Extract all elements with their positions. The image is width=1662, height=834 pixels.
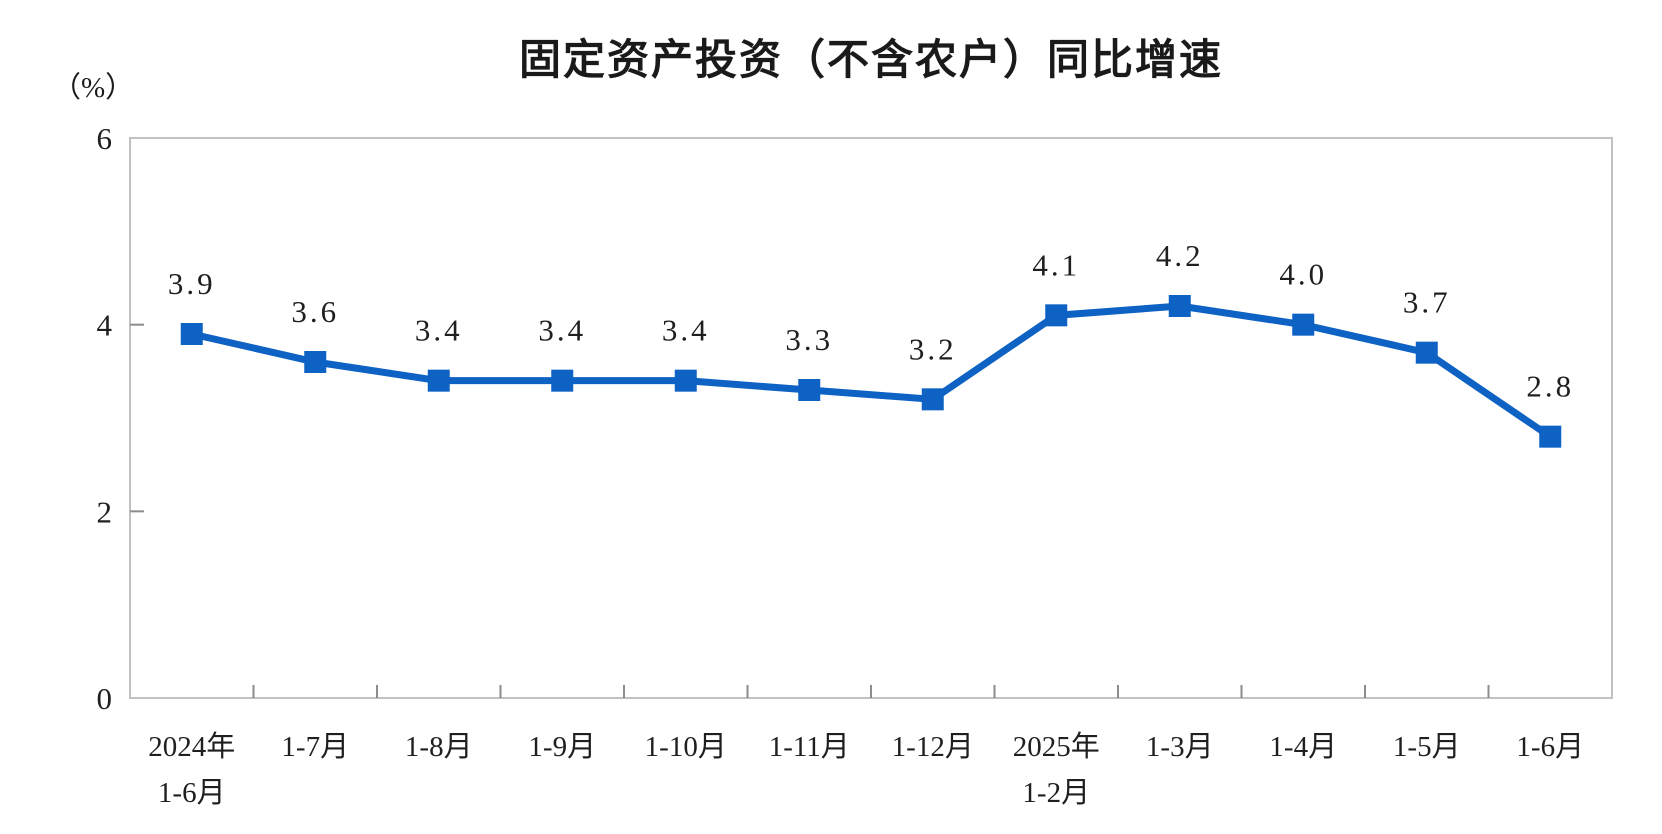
- x-axis-label: 1-9月: [528, 731, 596, 763]
- data-point-label: 3.2: [909, 331, 957, 366]
- data-point-marker: [180, 323, 203, 345]
- plot-area-border: [129, 137, 1613, 699]
- x-axis-label: 1-10月: [645, 731, 727, 763]
- data-point-label: 3.4: [415, 313, 463, 348]
- data-point-label: 4.0: [1279, 257, 1327, 292]
- y-axis-tick-label: 2: [97, 494, 113, 529]
- data-point-label: 2.8: [1526, 369, 1574, 404]
- y-axis-unit-label: （%）: [52, 72, 135, 104]
- x-axis-label: 1-3月: [1146, 731, 1214, 763]
- data-point-label: 3.9: [168, 266, 216, 301]
- x-axis-label: 1-11月: [769, 731, 850, 763]
- x-axis-label: 1-6月: [1516, 731, 1584, 763]
- x-axis-label: 1-4月: [1269, 731, 1337, 763]
- data-point-label: 4.1: [1032, 247, 1080, 282]
- y-axis-tick-label: 0: [97, 681, 113, 716]
- data-point-label: 3.4: [538, 313, 586, 348]
- data-point-marker: [1292, 313, 1315, 336]
- data-point-label: 4.2: [1156, 238, 1204, 273]
- data-point-marker: [1168, 295, 1191, 317]
- data-point-marker: [1415, 341, 1438, 364]
- x-axis-label: 2025年: [1013, 730, 1100, 763]
- x-axis-label: 1-7月: [281, 731, 349, 763]
- data-point-marker: [1539, 425, 1562, 448]
- data-point-marker: [674, 369, 697, 392]
- x-axis-label: 1-8月: [405, 731, 473, 763]
- y-axis-tick-label: 6: [97, 121, 113, 156]
- data-point-label: 3.6: [291, 294, 339, 329]
- x-axis-sublabel: 1-6月: [158, 777, 226, 809]
- y-axis-tick-label: 4: [97, 308, 113, 343]
- data-point-label: 3.3: [785, 322, 833, 357]
- data-point-marker: [551, 369, 574, 392]
- x-axis-label: 1-12月: [892, 731, 974, 763]
- data-point-marker: [304, 351, 327, 373]
- data-point-marker: [427, 369, 450, 392]
- data-series-line: [190, 302, 1553, 440]
- data-point-marker: [1045, 304, 1068, 327]
- x-axis-sublabel: 1-2月: [1022, 777, 1090, 809]
- chart-title: 固定资产投资（不含农户）同比增速: [518, 36, 1223, 83]
- data-point-marker: [798, 379, 821, 401]
- x-axis-label: 1-5月: [1393, 731, 1461, 763]
- x-axis-label: 2024年: [148, 730, 235, 763]
- data-point-label: 3.4: [662, 313, 710, 348]
- data-point-marker: [921, 388, 944, 411]
- data-point-label: 3.7: [1403, 285, 1451, 320]
